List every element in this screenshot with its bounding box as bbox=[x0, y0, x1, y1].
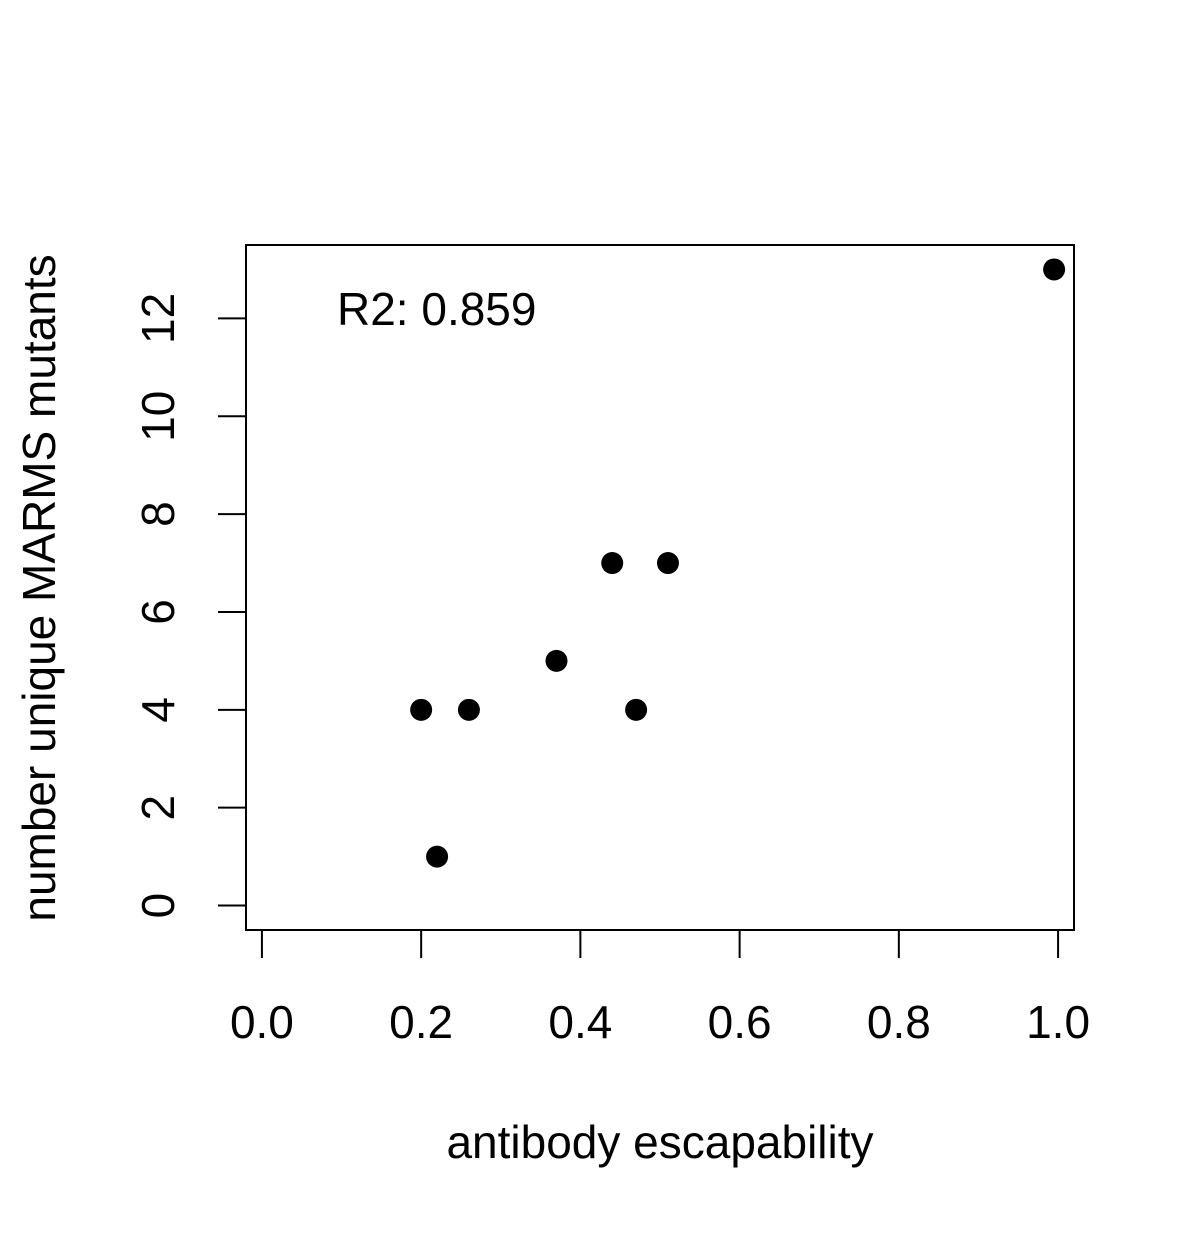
y-tick-label: 4 bbox=[132, 697, 184, 723]
data-point bbox=[1043, 258, 1066, 281]
x-axis: 0.0 0.2 0.4 0.6 0.8 1.0 bbox=[230, 929, 1090, 1048]
y-tick-label: 10 bbox=[132, 391, 184, 442]
x-tick-label: 0.0 bbox=[230, 996, 294, 1048]
r2-annotation: R2: 0.859 bbox=[337, 283, 536, 335]
data-point bbox=[625, 698, 648, 721]
x-tick-label: 0.2 bbox=[389, 996, 453, 1048]
y-tick-label: 8 bbox=[132, 501, 184, 527]
x-tick-label: 0.6 bbox=[708, 996, 772, 1048]
y-tick-label: 2 bbox=[132, 795, 184, 821]
data-point bbox=[457, 698, 480, 721]
data-point bbox=[410, 698, 433, 721]
x-tick-label: 0.8 bbox=[867, 996, 931, 1048]
data-point bbox=[656, 552, 679, 575]
data-point bbox=[545, 649, 568, 672]
x-axis-label: antibody escapability bbox=[446, 1116, 873, 1168]
y-tick-label: 6 bbox=[132, 599, 184, 625]
data-points bbox=[410, 258, 1066, 868]
y-tick-label: 12 bbox=[132, 293, 184, 344]
data-point bbox=[601, 552, 624, 575]
plot-frame bbox=[245, 244, 1075, 931]
x-tick-label: 1.0 bbox=[1026, 996, 1090, 1048]
y-tick-label: 0 bbox=[132, 893, 184, 919]
y-axis-label: number unique MARMS mutants bbox=[13, 254, 65, 921]
y-axis: 0 2 4 6 8 10 12 bbox=[132, 293, 247, 919]
data-point bbox=[426, 845, 449, 868]
x-tick-label: 0.4 bbox=[548, 996, 612, 1048]
